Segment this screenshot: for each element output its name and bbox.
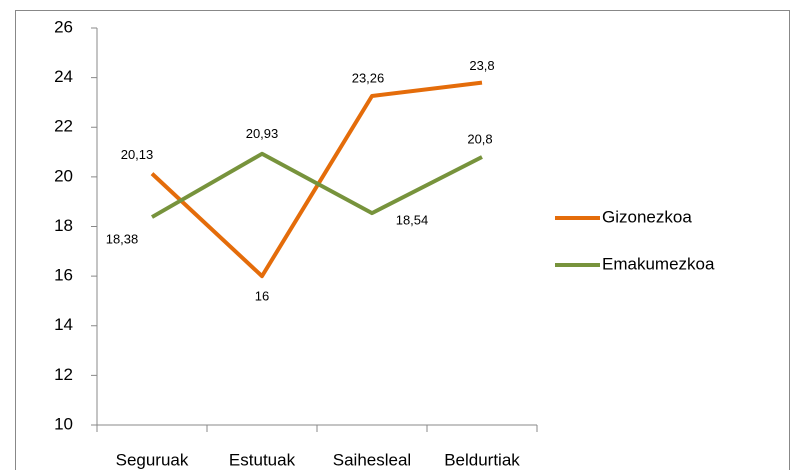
data-label: 20,8 bbox=[467, 131, 492, 146]
y-tick-label: 10 bbox=[54, 414, 73, 433]
data-label: 23,26 bbox=[352, 70, 385, 85]
y-tick-label: 18 bbox=[54, 216, 73, 235]
line bbox=[151, 151, 483, 219]
data-label: 16 bbox=[255, 289, 269, 304]
y-tick-label: 20 bbox=[54, 166, 73, 185]
line bbox=[150, 80, 483, 279]
data-label: 20,13 bbox=[121, 147, 154, 162]
x-tick-label: Beldurtiak bbox=[444, 450, 520, 469]
x-tick-label: Seguruak bbox=[116, 450, 189, 469]
y-tick-label: 22 bbox=[54, 117, 73, 136]
data-label: 18,38 bbox=[106, 232, 139, 247]
y-tick-label: 12 bbox=[54, 365, 73, 384]
legend-label: Gizonezkoa bbox=[602, 207, 692, 226]
legend-label: Emakumezkoa bbox=[602, 254, 715, 273]
y-tick-label: 24 bbox=[54, 67, 73, 86]
x-tick-label: Estutuak bbox=[229, 450, 296, 469]
y-tick-label: 14 bbox=[54, 315, 73, 334]
y-tick-label: 26 bbox=[54, 17, 73, 36]
data-label: 20,93 bbox=[246, 126, 279, 141]
data-label: 23,8 bbox=[469, 58, 494, 73]
data-label: 18,54 bbox=[396, 213, 429, 228]
chart-frame bbox=[15, 10, 790, 470]
x-tick-label: Saihesleal bbox=[333, 450, 411, 469]
y-tick-label: 16 bbox=[54, 266, 73, 285]
